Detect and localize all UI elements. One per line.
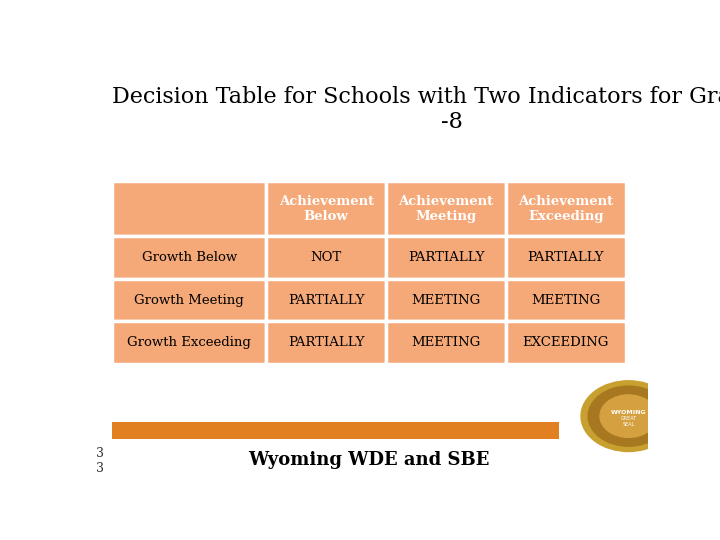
Text: PARTIALLY: PARTIALLY [288,336,364,349]
Bar [112,321,266,364]
Bar [266,181,386,236]
Bar [112,422,559,439]
Bar [386,181,506,236]
Text: Growth Exceeding: Growth Exceeding [127,336,251,349]
Bar [386,279,506,321]
Text: Growth Below: Growth Below [142,251,237,264]
Text: PARTIALLY: PARTIALLY [288,294,364,307]
Bar [506,321,626,364]
Text: Wyoming WDE and SBE: Wyoming WDE and SBE [248,451,490,469]
Bar [112,279,266,321]
Circle shape [588,386,669,446]
Text: MEETING: MEETING [411,294,481,307]
Text: 3
3: 3 3 [96,447,104,475]
Text: EXCEEDING: EXCEEDING [523,336,609,349]
Bar [506,181,626,236]
Bar [386,236,506,279]
Text: MEETING: MEETING [411,336,481,349]
Text: PARTIALLY: PARTIALLY [408,251,485,264]
Text: Decision Table for Schools with Two Indicators for Grades 3
-8: Decision Table for Schools with Two Indi… [112,85,720,133]
Text: PARTIALLY: PARTIALLY [528,251,604,264]
Bar [266,236,386,279]
Text: Achievement
Below: Achievement Below [279,194,374,222]
Text: Growth Meeting: Growth Meeting [135,294,244,307]
Bar [266,321,386,364]
Text: GREAT
SEAL: GREAT SEAL [621,416,636,427]
Bar [266,279,386,321]
Text: MEETING: MEETING [531,294,600,307]
Bar [386,321,506,364]
Bar [112,181,266,236]
Circle shape [581,381,676,451]
Bar [112,236,266,279]
Circle shape [600,395,657,437]
Text: Achievement
Meeting: Achievement Meeting [398,194,494,222]
Text: NOT: NOT [310,251,342,264]
Text: Achievement
Exceeding: Achievement Exceeding [518,194,613,222]
Bar [506,279,626,321]
Bar [506,236,626,279]
Text: WYOMING: WYOMING [611,410,647,415]
